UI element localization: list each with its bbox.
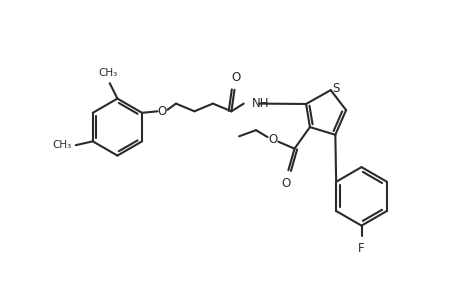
Text: O: O: [268, 133, 278, 146]
Text: O: O: [158, 105, 167, 118]
Text: NH: NH: [251, 97, 269, 110]
Text: O: O: [231, 71, 241, 84]
Text: S: S: [332, 82, 340, 95]
Text: CH₃: CH₃: [52, 140, 71, 150]
Text: F: F: [358, 242, 365, 255]
Text: O: O: [281, 177, 291, 190]
Text: CH₃: CH₃: [99, 68, 118, 78]
